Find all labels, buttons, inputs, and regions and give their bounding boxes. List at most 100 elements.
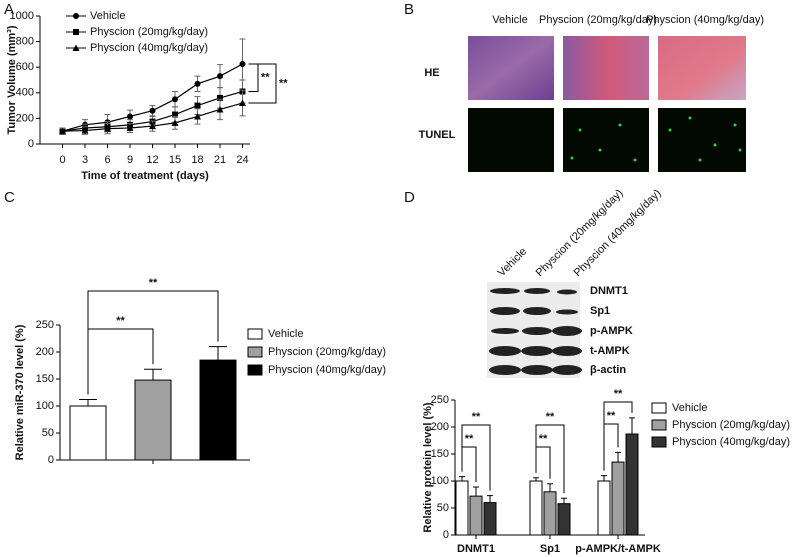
western-blot: Vehicle Physcion (20mg/kg/day) Physcion …: [487, 187, 664, 378]
he-image: [563, 36, 649, 100]
significance-bracket: [87, 290, 219, 395]
significance-bracket: [603, 401, 633, 471]
legend-label: Physcion (20mg/kg/day): [672, 419, 790, 431]
error-bar: [459, 476, 465, 481]
bar: [543, 491, 557, 536]
marker: [149, 122, 156, 130]
marker: [194, 112, 201, 120]
marker: [172, 96, 178, 103]
bar: [469, 495, 483, 536]
marker: [72, 44, 80, 51]
marker: [194, 80, 201, 87]
y-tick-label: 600: [16, 61, 34, 73]
y-axis-title: Relative miR-370 level (%): [14, 324, 26, 460]
marker: [81, 127, 89, 134]
histology: Vehicle Physcion (20mg/kg/day) Physcion …: [419, 14, 764, 172]
significance-bracket: [535, 446, 551, 479]
error-bar: [547, 483, 553, 492]
significance-bracket: [461, 424, 491, 491]
bar: [199, 359, 237, 461]
annotation: **: [472, 411, 481, 423]
band-label: t-AMPK: [590, 345, 630, 357]
legend-label: Physcion (20mg/kg/day): [268, 346, 386, 358]
legend-label: Vehicle: [90, 10, 125, 22]
x-tick-label: 12: [146, 154, 158, 166]
panel-label: B: [404, 1, 414, 18]
column-label: Physcion (40mg/kg/day): [646, 14, 764, 26]
legend-swatch: [247, 346, 263, 358]
y-tick-label: 400: [16, 87, 34, 99]
y-tick-label: 50: [42, 427, 54, 439]
marker: [194, 102, 201, 109]
marker: [127, 113, 133, 120]
y-tick-label: 800: [16, 36, 34, 48]
annotation: **: [149, 277, 158, 289]
bar: [611, 461, 625, 536]
legend-swatch: [651, 436, 667, 448]
y-axis-title: Tumor Volume (mm³): [6, 25, 18, 134]
bar: [455, 480, 469, 536]
bar: [557, 503, 571, 536]
bar: [625, 433, 639, 536]
x-axis-title: Time of treatment (days): [81, 170, 209, 182]
y-tick-label: 200: [16, 112, 34, 124]
annotation: **: [546, 411, 555, 423]
legend-label: Physcion (40mg/kg/day): [672, 436, 790, 448]
legend-label: Vehicle: [268, 328, 303, 340]
bar: [597, 480, 611, 536]
marker: [172, 111, 178, 118]
error-bar: [533, 477, 539, 481]
row-label: HE: [424, 67, 439, 79]
tunel-image: [658, 108, 746, 172]
error-bar: [79, 399, 97, 406]
y-tick-label: 200: [431, 421, 449, 433]
error-bar: [209, 346, 227, 361]
legend-label: Physcion (40mg/kg/day): [90, 42, 208, 54]
marker: [59, 127, 66, 135]
band-label: p-AMPK: [590, 325, 633, 337]
marker: [73, 13, 79, 19]
legend-label: Physcion (20mg/kg/day): [90, 26, 208, 38]
bar: [529, 480, 543, 536]
x-tick-label: 15: [169, 154, 181, 166]
legend-swatch: [651, 402, 667, 414]
blot-bands: [489, 288, 582, 375]
error-bar: [561, 497, 567, 504]
error-bar: [487, 495, 493, 503]
annotation: **: [614, 388, 623, 400]
y-tick-label: 150: [36, 373, 54, 385]
legend-swatch: [247, 364, 263, 376]
lane-label: Vehicle: [496, 246, 530, 280]
panel-label: A: [4, 1, 14, 18]
column-label: Vehicle: [492, 14, 527, 26]
panel-label: D: [404, 189, 415, 206]
legend-label: Physcion (40mg/kg/day): [268, 364, 386, 376]
tunel-image: [563, 108, 649, 172]
marker: [239, 61, 246, 67]
annotation: **: [261, 72, 270, 84]
y-tick-label: 1000: [10, 10, 34, 22]
band-label: DNMT1: [590, 285, 628, 297]
annotation: **: [465, 433, 474, 445]
he-image: [658, 36, 746, 100]
legend-swatch: [247, 328, 263, 340]
x-tick-label: DNMT1: [457, 543, 495, 555]
x-tick-label: 24: [236, 154, 248, 166]
marker: [217, 73, 223, 80]
x-tick-label: 6: [104, 154, 110, 166]
y-tick-label: 0: [28, 138, 34, 150]
y-axis-title: Relative protein level (%): [422, 402, 434, 533]
x-tick-label: 3: [82, 154, 88, 166]
tunel-image: [468, 108, 554, 172]
significance-bracket: [248, 63, 259, 93]
marker: [104, 125, 111, 132]
y-tick-label: 100: [36, 400, 54, 412]
significance-bracket: [248, 63, 277, 104]
x-tick-label: p-AMPK/t-AMPK: [575, 543, 661, 555]
error-bar: [473, 486, 479, 497]
legend-label: Vehicle: [672, 402, 707, 414]
y-tick-label: 200: [36, 346, 54, 358]
marker: [216, 105, 224, 113]
x-tick-label: 18: [191, 154, 203, 166]
band-label: β-actin: [590, 364, 626, 376]
